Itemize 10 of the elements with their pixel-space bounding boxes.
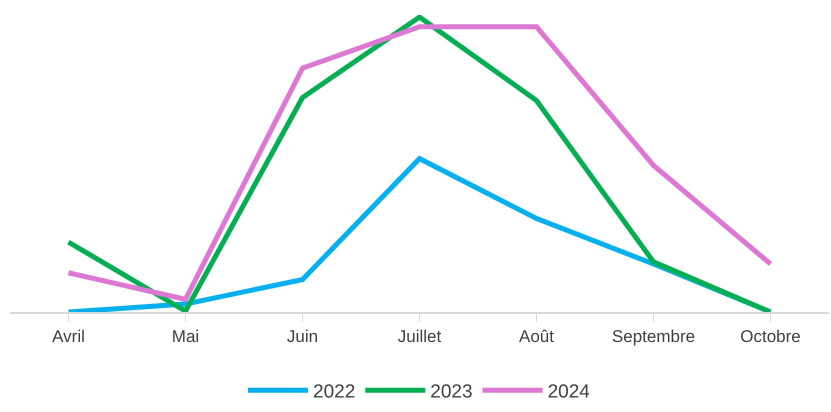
x-tick-label: Juin bbox=[286, 327, 318, 346]
x-tick-label: Juillet bbox=[398, 327, 442, 346]
legend-label: 2022 bbox=[313, 382, 356, 403]
legend-label: 2023 bbox=[430, 382, 473, 403]
x-tick-label: Août bbox=[519, 327, 554, 346]
x-tick-label: Mai bbox=[172, 327, 200, 346]
x-tick-label: Octobre bbox=[740, 327, 801, 346]
x-tick-label: Avril bbox=[52, 327, 85, 346]
x-tick-label: Septembre bbox=[612, 327, 696, 346]
legend-label: 2024 bbox=[548, 382, 590, 403]
